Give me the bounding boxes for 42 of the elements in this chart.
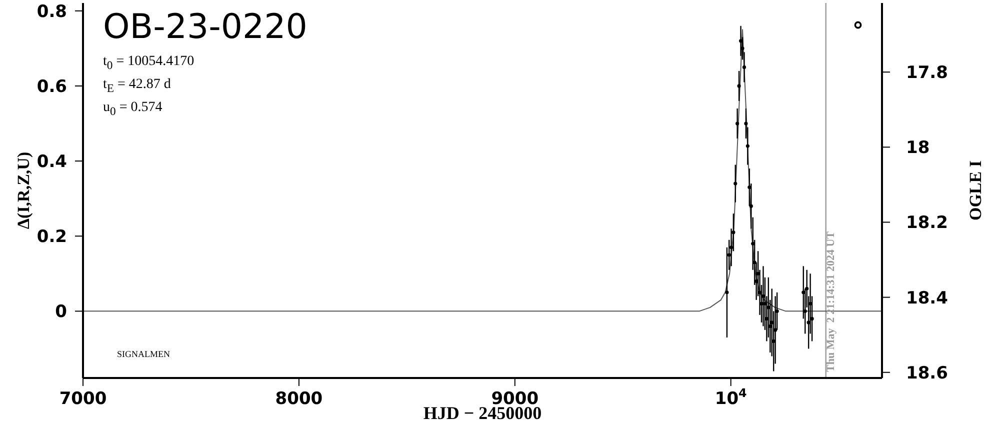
annotation: t$_{E}$ = 42.87 d xyxy=(103,77,171,95)
point xyxy=(742,65,746,69)
y-tick-label: 0.4 xyxy=(36,152,68,172)
annotation: t$_{0}$ = 10054.4170 xyxy=(103,54,194,72)
point xyxy=(727,253,731,257)
annotation: SIGNALMEN xyxy=(117,349,170,359)
annotation: Thu May 2 21:14:31 2024 UT xyxy=(825,231,837,372)
y-tick-label: 0.8 xyxy=(36,2,67,22)
y2-axis-title: OGLE I xyxy=(966,160,986,220)
y-tick-label: 0 xyxy=(55,302,68,322)
point xyxy=(744,122,748,126)
y-tick-label: 0.6 xyxy=(36,76,67,97)
point xyxy=(774,328,778,332)
point xyxy=(805,286,809,290)
y-axis-title: Δ(I,R,Z,U) xyxy=(14,152,34,230)
point xyxy=(752,260,756,264)
point xyxy=(749,204,753,208)
x-tick-label: 10$^{4}$ xyxy=(714,386,747,409)
point xyxy=(736,122,740,126)
point xyxy=(766,306,770,310)
point xyxy=(775,309,779,313)
y2-tick-label: 18.6 xyxy=(906,363,948,384)
point xyxy=(740,46,744,50)
y-tick-label: 0.2 xyxy=(36,227,67,248)
y2-tick-label: 18.2 xyxy=(906,213,948,234)
point xyxy=(734,182,738,186)
point xyxy=(802,290,806,294)
annotation: OB-23-0220 xyxy=(103,7,308,47)
point xyxy=(746,144,750,148)
y2-tick-label: 18 xyxy=(906,138,930,158)
annotation: u$_{0}$ = 0.574 xyxy=(103,100,162,118)
point xyxy=(748,186,752,190)
y2-tick-label: 17.8 xyxy=(906,63,948,84)
point xyxy=(763,302,767,306)
point xyxy=(810,316,814,320)
point xyxy=(737,84,741,88)
point xyxy=(725,290,729,294)
y2-tick-label: 18.4 xyxy=(906,288,948,308)
x-tick-label: 7000 xyxy=(59,389,107,409)
x-tick-label: 8000 xyxy=(275,389,323,409)
point xyxy=(732,230,736,234)
point xyxy=(729,246,734,250)
